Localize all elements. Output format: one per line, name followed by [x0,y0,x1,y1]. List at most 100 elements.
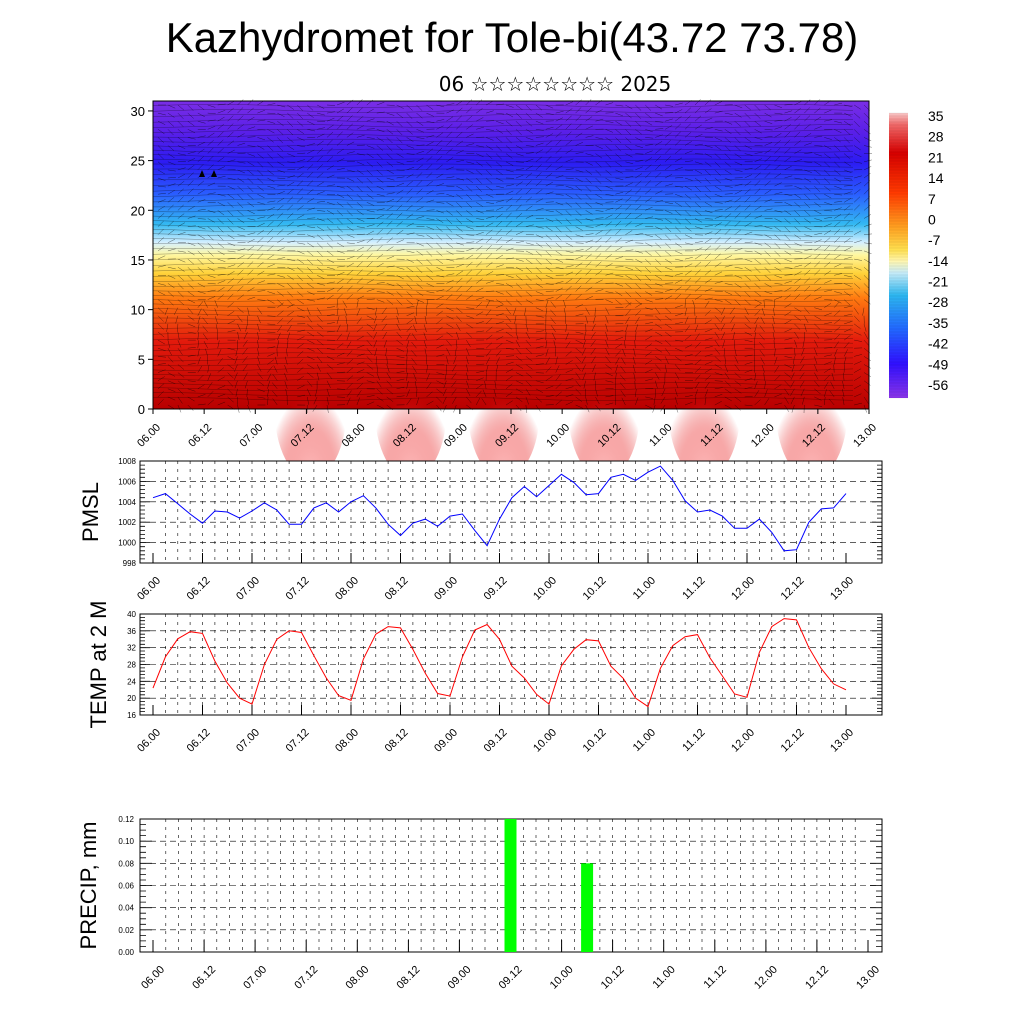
y-tick-label: 1000 [118,539,136,548]
y-tick-label: 1004 [118,498,136,507]
y-tick-label: 20 [127,694,136,703]
colorbar-label: -42 [928,336,948,352]
y-tick-label: 0.08 [118,859,134,868]
x-tick-label: 10.00 [548,964,576,992]
y-tick-label: 28 [127,661,136,670]
x-tick-label: 09.12 [482,575,510,603]
x-tick-label: 06.00 [135,575,163,603]
y-tick-label: 0 [138,402,145,417]
y-tick-label: 0.10 [118,837,134,846]
x-tick-label: 11.12 [680,727,707,754]
y-tick-label: 0.02 [118,926,134,935]
colorbar-label: 21 [928,149,944,165]
x-tick-label: 09.12 [482,727,510,755]
y-tick-label: 1006 [118,477,136,486]
colorbar-label: -56 [928,377,948,393]
x-tick-label: 06.12 [185,575,213,603]
y-axis-label: PRECIP, mm [76,822,101,950]
y-tick-label: 20 [131,203,145,218]
x-tick-label: 13.00 [828,575,856,603]
y-tick-label: 0.00 [118,948,134,957]
x-tick-label: 09.00 [432,727,460,755]
y-tick-label: 16 [127,711,136,720]
x-tick-label: 11.12 [702,964,729,991]
y-tick-label: 5 [138,352,145,367]
y-tick-label: 24 [127,677,136,686]
x-tick-label: 12.12 [803,964,831,992]
y-tick-label: 10 [131,303,145,318]
y-minor-ticks [140,613,882,716]
wind-vectors [157,99,873,414]
y-axis-label: TEMP at 2 M [86,601,111,729]
colorbar-scale [889,113,908,398]
x-ticks [152,940,869,952]
y-tick-label: 1008 [118,457,136,466]
x-tick-label: 11.00 [631,575,658,602]
y-minor-ticks [140,818,882,953]
y-tick-label: 0.04 [118,904,134,913]
x-tick-label: 12.00 [749,422,777,450]
colorbar-label: 14 [928,170,944,186]
y-tick-label: 1002 [118,518,136,527]
colorbar: 35 28 21 14 7 0 -7 -14 -21 -28 -35 -42 -49 -56 [889,108,948,399]
vertical-grid [165,461,834,563]
pmsl-chart: 998 1000 1002 1004 1006 1008 06.00 06.12 07.00 07… [78,457,883,603]
y-tick-label: 40 [127,610,136,619]
colorbar-label: 7 [928,191,936,207]
x-tick-label: 10.00 [544,422,572,450]
plot-frame [139,460,883,564]
y-tick-label: 32 [127,644,136,653]
x-tick-label: 12.12 [779,575,807,603]
colorbar-label: -21 [928,274,948,290]
y-tick-label: 998 [123,559,137,568]
y-axis-label: PMSL [78,482,103,542]
colorbar-label: -7 [928,232,941,248]
x-tick-label: 10.00 [531,575,559,603]
series-line [152,618,847,708]
x-tick-label: 09.12 [497,964,525,992]
x-tick-label: 11.00 [650,964,677,991]
chart-title: Kazhydromet for Tole-bi(43.72 73.78) [165,14,859,61]
colorbar-label: 35 [928,108,944,124]
y-tick-label: 25 [131,154,145,169]
x-tick-label: 08.00 [333,727,361,755]
x-tick-label: 12.12 [779,727,807,755]
x-tick-label: 10.12 [599,964,627,992]
x-tick-label: 09.00 [446,964,474,992]
x-tick-label: 07.00 [234,575,262,603]
x-tick-label: 10.12 [581,575,609,603]
colorbar-label: 0 [928,211,936,227]
precipitation-chart: 0.00 0.02 0.04 0.06 0.08 0.10 0.12 06.00 06.12 07… [76,815,883,992]
precip-bar [504,819,517,952]
colorbar-label: -28 [928,294,948,310]
x-tick-label: 10.12 [581,727,609,755]
isotherm-lines [152,104,854,401]
colorbar-label: -14 [928,253,948,269]
x-tick-label: 09.00 [442,422,470,450]
x-tick-label: 07.12 [284,727,312,755]
x-tick-label: 08.12 [383,727,411,755]
x-tick-label: 08.00 [333,575,361,603]
series-line [152,465,847,552]
x-tick-label: 12.00 [729,727,757,755]
x-tick-label: 12.00 [752,964,780,992]
x-ticks [152,705,847,715]
x-tick-label: 07.00 [237,422,265,450]
x-tick-label: 06.00 [135,422,163,450]
x-tick-label: 11.12 [680,575,707,602]
wind-marker-icon [199,170,217,177]
x-tick-label: 13.00 [828,727,856,755]
x-tick-label: 10.00 [531,727,559,755]
x-tick-label: 06.12 [190,964,218,992]
x-tick-label: 08.12 [395,964,423,992]
horizontal-grid [140,460,882,564]
x-tick-label: 08.00 [343,964,371,992]
x-tick-label: 07.00 [241,964,269,992]
x-tick-label: 13.00 [854,964,882,992]
x-tick-label: 06.12 [185,727,213,755]
y-tick-label: 30 [131,104,145,119]
colorbar-bands [889,112,908,399]
x-tick-label: 06.00 [135,727,163,755]
colorbar-label: -35 [928,315,948,331]
